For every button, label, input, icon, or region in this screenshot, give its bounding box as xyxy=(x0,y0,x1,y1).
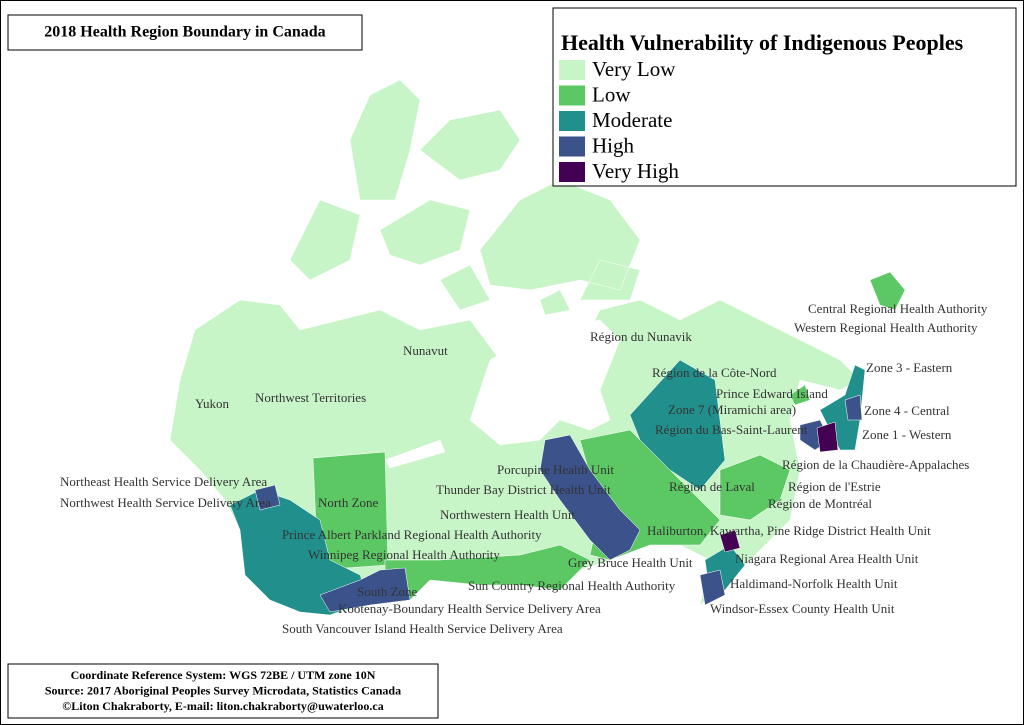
region-label: Région du Bas-Saint-Laurent xyxy=(655,422,808,437)
region-label: Prince Albert Parkland Regional Health A… xyxy=(282,527,542,542)
region-label: Nunavut xyxy=(403,343,448,358)
region-label: Région de l'Estrie xyxy=(788,479,881,494)
region-label: Niagara Regional Area Health Unit xyxy=(735,551,919,566)
region-label: Northwest Health Service Delivery Area xyxy=(60,495,271,510)
legend-swatch xyxy=(559,111,585,131)
legend-swatch xyxy=(559,162,585,182)
region-label: Région de Montréal xyxy=(768,496,872,511)
title-box xyxy=(7,14,363,51)
region-label: Northwestern Health Unit xyxy=(440,507,575,522)
region-label: Northeast Health Service Delivery Area xyxy=(60,474,267,489)
region-label: Prince Edward Island xyxy=(716,386,828,401)
region-label: South Zone xyxy=(357,584,418,599)
region-veryhigh-nb xyxy=(816,421,839,453)
legend-swatch xyxy=(559,85,585,106)
region-label: Zone 1 - Western xyxy=(862,427,952,442)
region-low-nl xyxy=(789,271,906,406)
arctic-islands xyxy=(289,79,641,316)
region-high-on-south xyxy=(699,569,726,606)
region-label: Région de Laval xyxy=(669,479,755,494)
map-title: 2018 Health Region Boundary in Canada xyxy=(44,24,325,41)
region-label: Northwest Territories xyxy=(255,390,366,405)
region-label: Région de la Chaudière-Appalaches xyxy=(782,457,969,472)
region-veryhigh-on xyxy=(719,529,741,553)
region-label: Zone 4 - Central xyxy=(864,403,950,418)
footer-line: Coordinate Reference System: WGS 72BE / … xyxy=(71,668,376,682)
region-high-on xyxy=(539,434,641,561)
hudson-bay xyxy=(384,319,621,469)
map-shapes xyxy=(169,79,906,616)
region-label: Porcupine Health Unit xyxy=(497,462,614,477)
region-label: Zone 7 (Miramichi area) xyxy=(668,402,796,417)
legend-label: Low xyxy=(592,82,631,106)
region-label: Sun Country Regional Health Authority xyxy=(468,578,676,593)
footer-line: ©Liton Chakraborty, E-mail: liton.chakra… xyxy=(62,699,383,713)
region-label: Central Regional Health Authority xyxy=(808,301,988,316)
region-label: Winnipeg Regional Health Authority xyxy=(308,547,500,562)
region-label: Windsor-Essex County Health Unit xyxy=(710,601,895,616)
region-label: Haldimand-Norfolk Health Unit xyxy=(730,576,898,591)
legend-label: Very High xyxy=(592,159,679,183)
footer-box xyxy=(7,663,439,719)
legend-label: Moderate xyxy=(592,108,672,132)
legend-label: Very Low xyxy=(592,57,676,81)
region-label: Grey Bruce Health Unit xyxy=(568,555,693,570)
region-label: Thunder Bay District Health Unit xyxy=(436,482,611,497)
legend-swatch xyxy=(559,136,585,157)
region-label: Western Regional Health Authority xyxy=(794,320,978,335)
region-label: Haliburton, Kawartha, Pine Ridge Distric… xyxy=(647,523,931,538)
region-labels: Central Regional Health Authority Western… xyxy=(60,301,988,636)
legend-label: High xyxy=(592,133,635,157)
region-label: Région de la Côte-Nord xyxy=(652,365,777,380)
legend-title: Health Vulnerability of Indigenous Peopl… xyxy=(561,30,964,55)
footer: Coordinate Reference System: WGS 72BE / … xyxy=(45,668,401,713)
legend-box xyxy=(552,7,1017,187)
legend-swatch xyxy=(559,60,585,80)
footer-line: Source: 2017 Aboriginal Peoples Survey M… xyxy=(45,683,401,697)
region-label: Kootenay-Boundary Health Service Deliver… xyxy=(338,601,601,616)
region-label: Zone 3 - Eastern xyxy=(866,360,953,375)
region-label: Région du Nunavik xyxy=(590,329,692,344)
region-label: South Vancouver Island Health Service De… xyxy=(282,621,563,636)
region-label: Yukon xyxy=(195,396,229,411)
region-high-sask xyxy=(254,484,411,613)
region-moderate-qc xyxy=(629,359,726,491)
region-low-qc xyxy=(719,454,791,521)
region-label: North Zone xyxy=(318,495,379,510)
